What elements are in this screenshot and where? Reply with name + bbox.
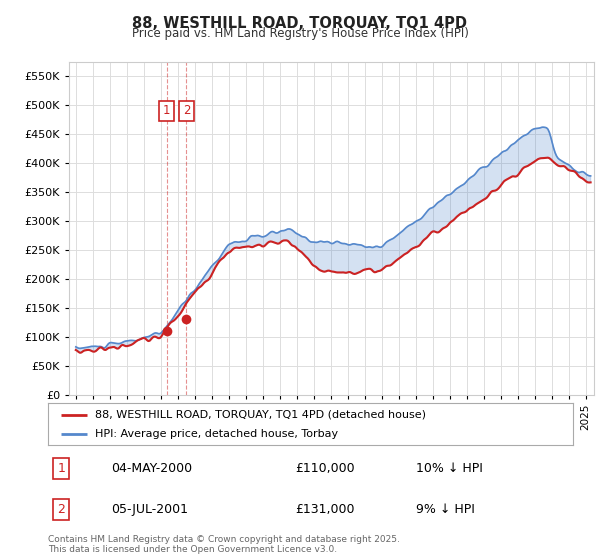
- Text: Price paid vs. HM Land Registry's House Price Index (HPI): Price paid vs. HM Land Registry's House …: [131, 27, 469, 40]
- Text: 2: 2: [57, 503, 65, 516]
- Text: 88, WESTHILL ROAD, TORQUAY, TQ1 4PD: 88, WESTHILL ROAD, TORQUAY, TQ1 4PD: [133, 16, 467, 31]
- Text: £110,000: £110,000: [295, 462, 355, 475]
- Text: 88, WESTHILL ROAD, TORQUAY, TQ1 4PD (detached house): 88, WESTHILL ROAD, TORQUAY, TQ1 4PD (det…: [95, 409, 426, 419]
- Text: Contains HM Land Registry data © Crown copyright and database right 2025.
This d: Contains HM Land Registry data © Crown c…: [48, 535, 400, 554]
- Text: 04-MAY-2000: 04-MAY-2000: [111, 462, 192, 475]
- Text: 1: 1: [163, 104, 170, 118]
- Text: 10% ↓ HPI: 10% ↓ HPI: [415, 462, 482, 475]
- Text: 05-JUL-2001: 05-JUL-2001: [111, 503, 188, 516]
- Text: HPI: Average price, detached house, Torbay: HPI: Average price, detached house, Torb…: [95, 429, 338, 439]
- Text: 1: 1: [57, 462, 65, 475]
- Text: 2: 2: [182, 104, 190, 118]
- Text: 9% ↓ HPI: 9% ↓ HPI: [415, 503, 475, 516]
- Text: £131,000: £131,000: [295, 503, 354, 516]
